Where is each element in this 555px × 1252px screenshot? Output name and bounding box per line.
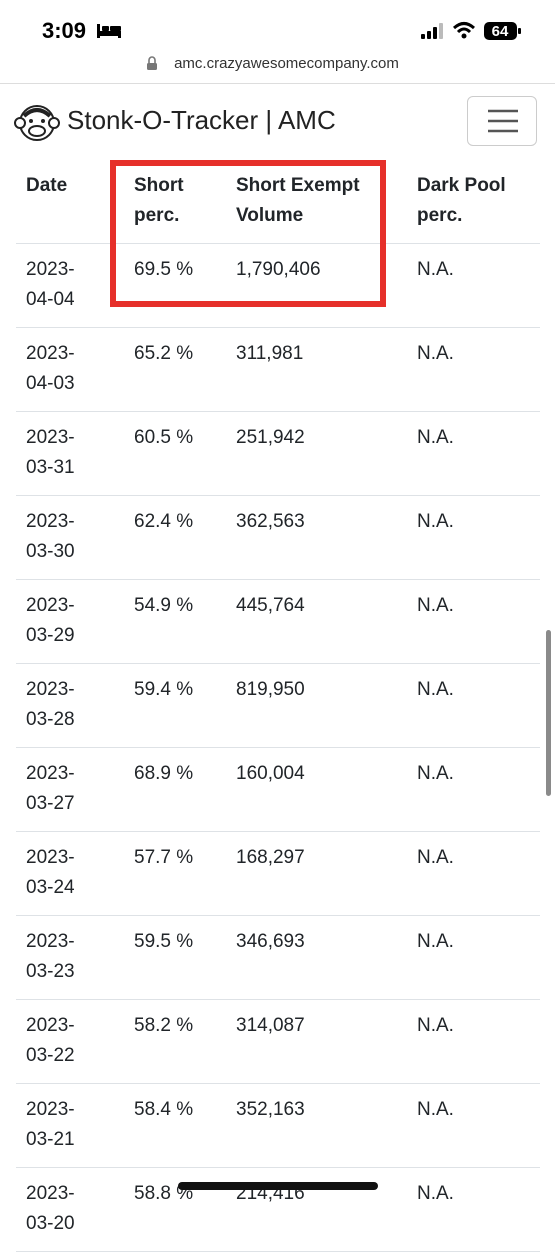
table-cell: 2023-03-20 xyxy=(26,1183,75,1234)
table-cell: 2023-03-27 xyxy=(26,763,75,814)
row-divider xyxy=(16,831,540,832)
table-cell: N.A. xyxy=(417,1099,454,1120)
table-cell: N.A. xyxy=(417,847,454,868)
table-cell: 2023-03-24 xyxy=(26,847,75,898)
row-divider xyxy=(16,495,540,496)
table-cell: 59.5 % xyxy=(134,931,194,952)
table-cell: 69.5 % xyxy=(134,259,194,280)
table-cell: 2023-03-22 xyxy=(26,1015,75,1066)
battery-level: 64 xyxy=(492,23,509,40)
column-header: Dark Pool perc. xyxy=(417,175,506,226)
signal-icon xyxy=(421,23,443,39)
table-cell: N.A. xyxy=(417,343,454,364)
table-cell: 160,004 xyxy=(236,763,305,784)
table-cell: N.A. xyxy=(417,679,454,700)
table-cell: 58.2 % xyxy=(134,1015,194,1036)
table-cell: 445,764 xyxy=(236,595,305,616)
table-cell: 311,981 xyxy=(236,343,304,364)
table-cell: 2023-03-21 xyxy=(26,1099,75,1150)
row-divider xyxy=(16,327,540,328)
scrollbar xyxy=(546,630,551,796)
battery-icon: 64 xyxy=(484,22,521,40)
table-cell: N.A. xyxy=(417,259,454,280)
lock-icon xyxy=(147,56,157,70)
bed-icon xyxy=(97,24,121,38)
url[interactable]: amc.crazyawesomecompany.com xyxy=(174,55,399,72)
table-cell: 819,950 xyxy=(236,679,305,700)
table-cell: N.A. xyxy=(417,511,454,532)
table-cell: 68.9 % xyxy=(134,763,194,784)
table-cell: 251,942 xyxy=(236,427,305,448)
row-divider xyxy=(16,1083,540,1084)
table-cell: 2023-04-03 xyxy=(26,343,75,394)
highlight-box xyxy=(110,160,386,307)
row-divider xyxy=(16,411,540,412)
logo[interactable] xyxy=(14,102,60,144)
row-divider xyxy=(16,663,540,664)
row-divider xyxy=(16,243,540,244)
table-cell: 168,297 xyxy=(236,847,305,868)
row-divider xyxy=(16,915,540,916)
column-header: Short Exempt Volume xyxy=(236,175,360,226)
divider xyxy=(0,83,555,84)
table-cell: 57.7 % xyxy=(134,847,194,868)
table-cell: 62.4 % xyxy=(134,511,194,532)
table-cell: 60.5 % xyxy=(134,427,194,448)
table-cell: 58.4 % xyxy=(134,1099,194,1120)
home-indicator xyxy=(178,1182,378,1190)
row-divider xyxy=(16,999,540,1000)
table-cell: 362,563 xyxy=(236,511,305,532)
brand-title[interactable]: Stonk-O-Tracker | AMC xyxy=(67,105,336,135)
menu-icon[interactable] xyxy=(468,97,536,145)
column-header: Date xyxy=(26,175,68,196)
status-time: 3:09 xyxy=(42,18,87,43)
table-cell: 1,790,406 xyxy=(236,259,321,280)
page: 3:09 64 amc.crazyawesomecompany.com Ston… xyxy=(0,18,555,1252)
table-cell: N.A. xyxy=(417,595,454,616)
row-divider xyxy=(16,1167,540,1168)
column-header: Short perc. xyxy=(134,175,184,226)
table-cell: 65.2 % xyxy=(134,343,194,364)
table-cell: N.A. xyxy=(417,931,454,952)
table-cell: 314,087 xyxy=(236,1015,305,1036)
table-cell: N.A. xyxy=(417,427,454,448)
url-bar[interactable]: amc.crazyawesomecompany.com xyxy=(0,55,555,72)
table-cell: 2023-03-28 xyxy=(26,679,75,730)
wifi-icon xyxy=(452,22,476,39)
table-cell: 2023-03-29 xyxy=(26,595,75,646)
table-cell: 2023-03-30 xyxy=(26,511,75,562)
table-cell: 346,693 xyxy=(236,931,305,952)
table-cell: 2023-03-23 xyxy=(26,931,75,982)
menu-toggle[interactable] xyxy=(467,96,537,146)
table-cell: N.A. xyxy=(417,1183,454,1204)
table-cell: N.A. xyxy=(417,763,454,784)
table-cell: 2023-03-31 xyxy=(26,427,75,478)
table-cell: 59.4 % xyxy=(134,679,194,700)
table-cell: 54.9 % xyxy=(134,595,194,616)
table-cell: 352,163 xyxy=(236,1099,305,1120)
table-cell: N.A. xyxy=(417,1015,454,1036)
table-cell: 2023-04-04 xyxy=(26,259,75,310)
row-divider xyxy=(16,579,540,580)
row-divider xyxy=(16,747,540,748)
